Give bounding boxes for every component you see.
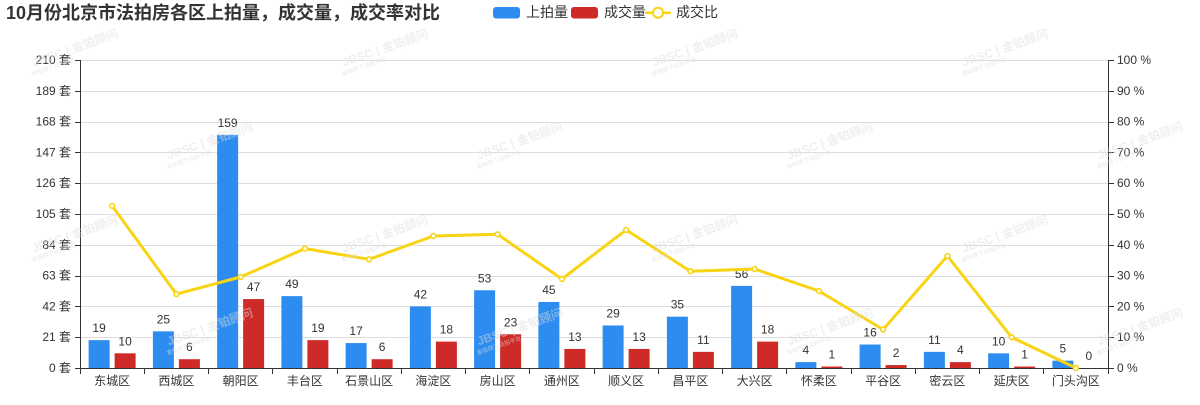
svg-text:0 %: 0 % xyxy=(1117,361,1138,375)
svg-text:90 %: 90 % xyxy=(1117,84,1145,98)
svg-text:顺义区: 顺义区 xyxy=(608,374,644,388)
svg-text:18: 18 xyxy=(440,323,454,337)
svg-text:4: 4 xyxy=(803,343,810,357)
svg-text:海淀区: 海淀区 xyxy=(415,373,451,388)
svg-text:210 套: 210 套 xyxy=(36,53,71,67)
svg-text:4: 4 xyxy=(957,343,964,357)
svg-text:1: 1 xyxy=(829,348,836,362)
svg-text:5: 5 xyxy=(1060,342,1067,356)
svg-text:20 %: 20 % xyxy=(1117,299,1145,313)
svg-text:19: 19 xyxy=(92,321,106,335)
svg-text:17: 17 xyxy=(349,324,363,338)
svg-text:18: 18 xyxy=(761,323,775,337)
svg-text:50 %: 50 % xyxy=(1117,207,1145,221)
svg-text:成交量: 成交量 xyxy=(604,4,646,20)
svg-text:49: 49 xyxy=(285,277,299,291)
svg-text:朝阳区: 朝阳区 xyxy=(223,374,259,388)
svg-text:23: 23 xyxy=(504,315,518,329)
svg-text:1: 1 xyxy=(1021,348,1028,362)
svg-text:石景山区: 石景山区 xyxy=(345,374,393,388)
svg-text:42: 42 xyxy=(414,287,428,301)
svg-text:上拍量: 上拍量 xyxy=(526,4,568,20)
svg-text:昌平区: 昌平区 xyxy=(672,374,708,388)
svg-text:70 %: 70 % xyxy=(1117,145,1145,159)
svg-text:大兴区: 大兴区 xyxy=(737,374,773,388)
svg-text:168 套: 168 套 xyxy=(36,115,71,129)
svg-text:密云区: 密云区 xyxy=(929,373,965,388)
svg-text:100 %: 100 % xyxy=(1117,53,1151,67)
svg-text:40 %: 40 % xyxy=(1117,238,1145,252)
svg-text:159: 159 xyxy=(218,116,238,130)
svg-text:126 套: 126 套 xyxy=(36,176,71,190)
svg-text:47: 47 xyxy=(247,280,261,294)
svg-text:10 %: 10 % xyxy=(1117,330,1145,344)
svg-text:东城区: 东城区 xyxy=(94,374,130,388)
svg-text:成交比: 成交比 xyxy=(676,4,718,20)
svg-text:60 %: 60 % xyxy=(1117,176,1145,190)
svg-text:11: 11 xyxy=(928,333,941,347)
svg-text:丰台区: 丰台区 xyxy=(287,373,323,388)
svg-text:19: 19 xyxy=(311,321,325,335)
svg-text:2: 2 xyxy=(893,346,900,360)
svg-text:25: 25 xyxy=(157,312,171,326)
svg-text:147 套: 147 套 xyxy=(36,145,71,159)
svg-text:11: 11 xyxy=(697,333,710,347)
svg-text:42 套: 42 套 xyxy=(42,299,71,313)
svg-text:29: 29 xyxy=(606,307,620,321)
svg-text:35: 35 xyxy=(671,298,685,312)
svg-text:0 套: 0 套 xyxy=(49,361,71,375)
svg-text:13: 13 xyxy=(632,330,646,344)
svg-text:189 套: 189 套 xyxy=(36,84,71,98)
svg-text:45: 45 xyxy=(542,283,556,297)
svg-text:10: 10 xyxy=(992,334,1006,348)
svg-text:西城区: 西城区 xyxy=(158,374,194,388)
svg-text:30 %: 30 % xyxy=(1117,269,1145,283)
svg-text:13: 13 xyxy=(568,330,582,344)
svg-text:延庆区: 延庆区 xyxy=(994,374,1030,388)
svg-text:53: 53 xyxy=(478,271,492,285)
svg-text:105 套: 105 套 xyxy=(36,207,71,221)
svg-text:63 套: 63 套 xyxy=(42,269,71,283)
svg-text:6: 6 xyxy=(186,340,193,354)
svg-text:16: 16 xyxy=(863,326,877,340)
svg-text:房山区: 房山区 xyxy=(480,373,516,388)
svg-text:10: 10 xyxy=(118,334,132,348)
svg-text:84 套: 84 套 xyxy=(42,238,71,252)
svg-text:0: 0 xyxy=(1086,349,1093,363)
svg-text:门头沟区: 门头沟区 xyxy=(1052,373,1100,388)
svg-text:6: 6 xyxy=(379,340,386,354)
svg-text:80 %: 80 % xyxy=(1117,115,1145,129)
svg-text:怀柔区: 怀柔区 xyxy=(801,374,837,388)
svg-text:通州区: 通州区 xyxy=(544,374,580,388)
svg-text:平谷区: 平谷区 xyxy=(865,374,901,388)
svg-text:10月份北京市法拍房各区上拍量，成交量，成交率对比: 10月份北京市法拍房各区上拍量，成交量，成交率对比 xyxy=(6,2,440,23)
svg-text:21 套: 21 套 xyxy=(42,330,71,344)
